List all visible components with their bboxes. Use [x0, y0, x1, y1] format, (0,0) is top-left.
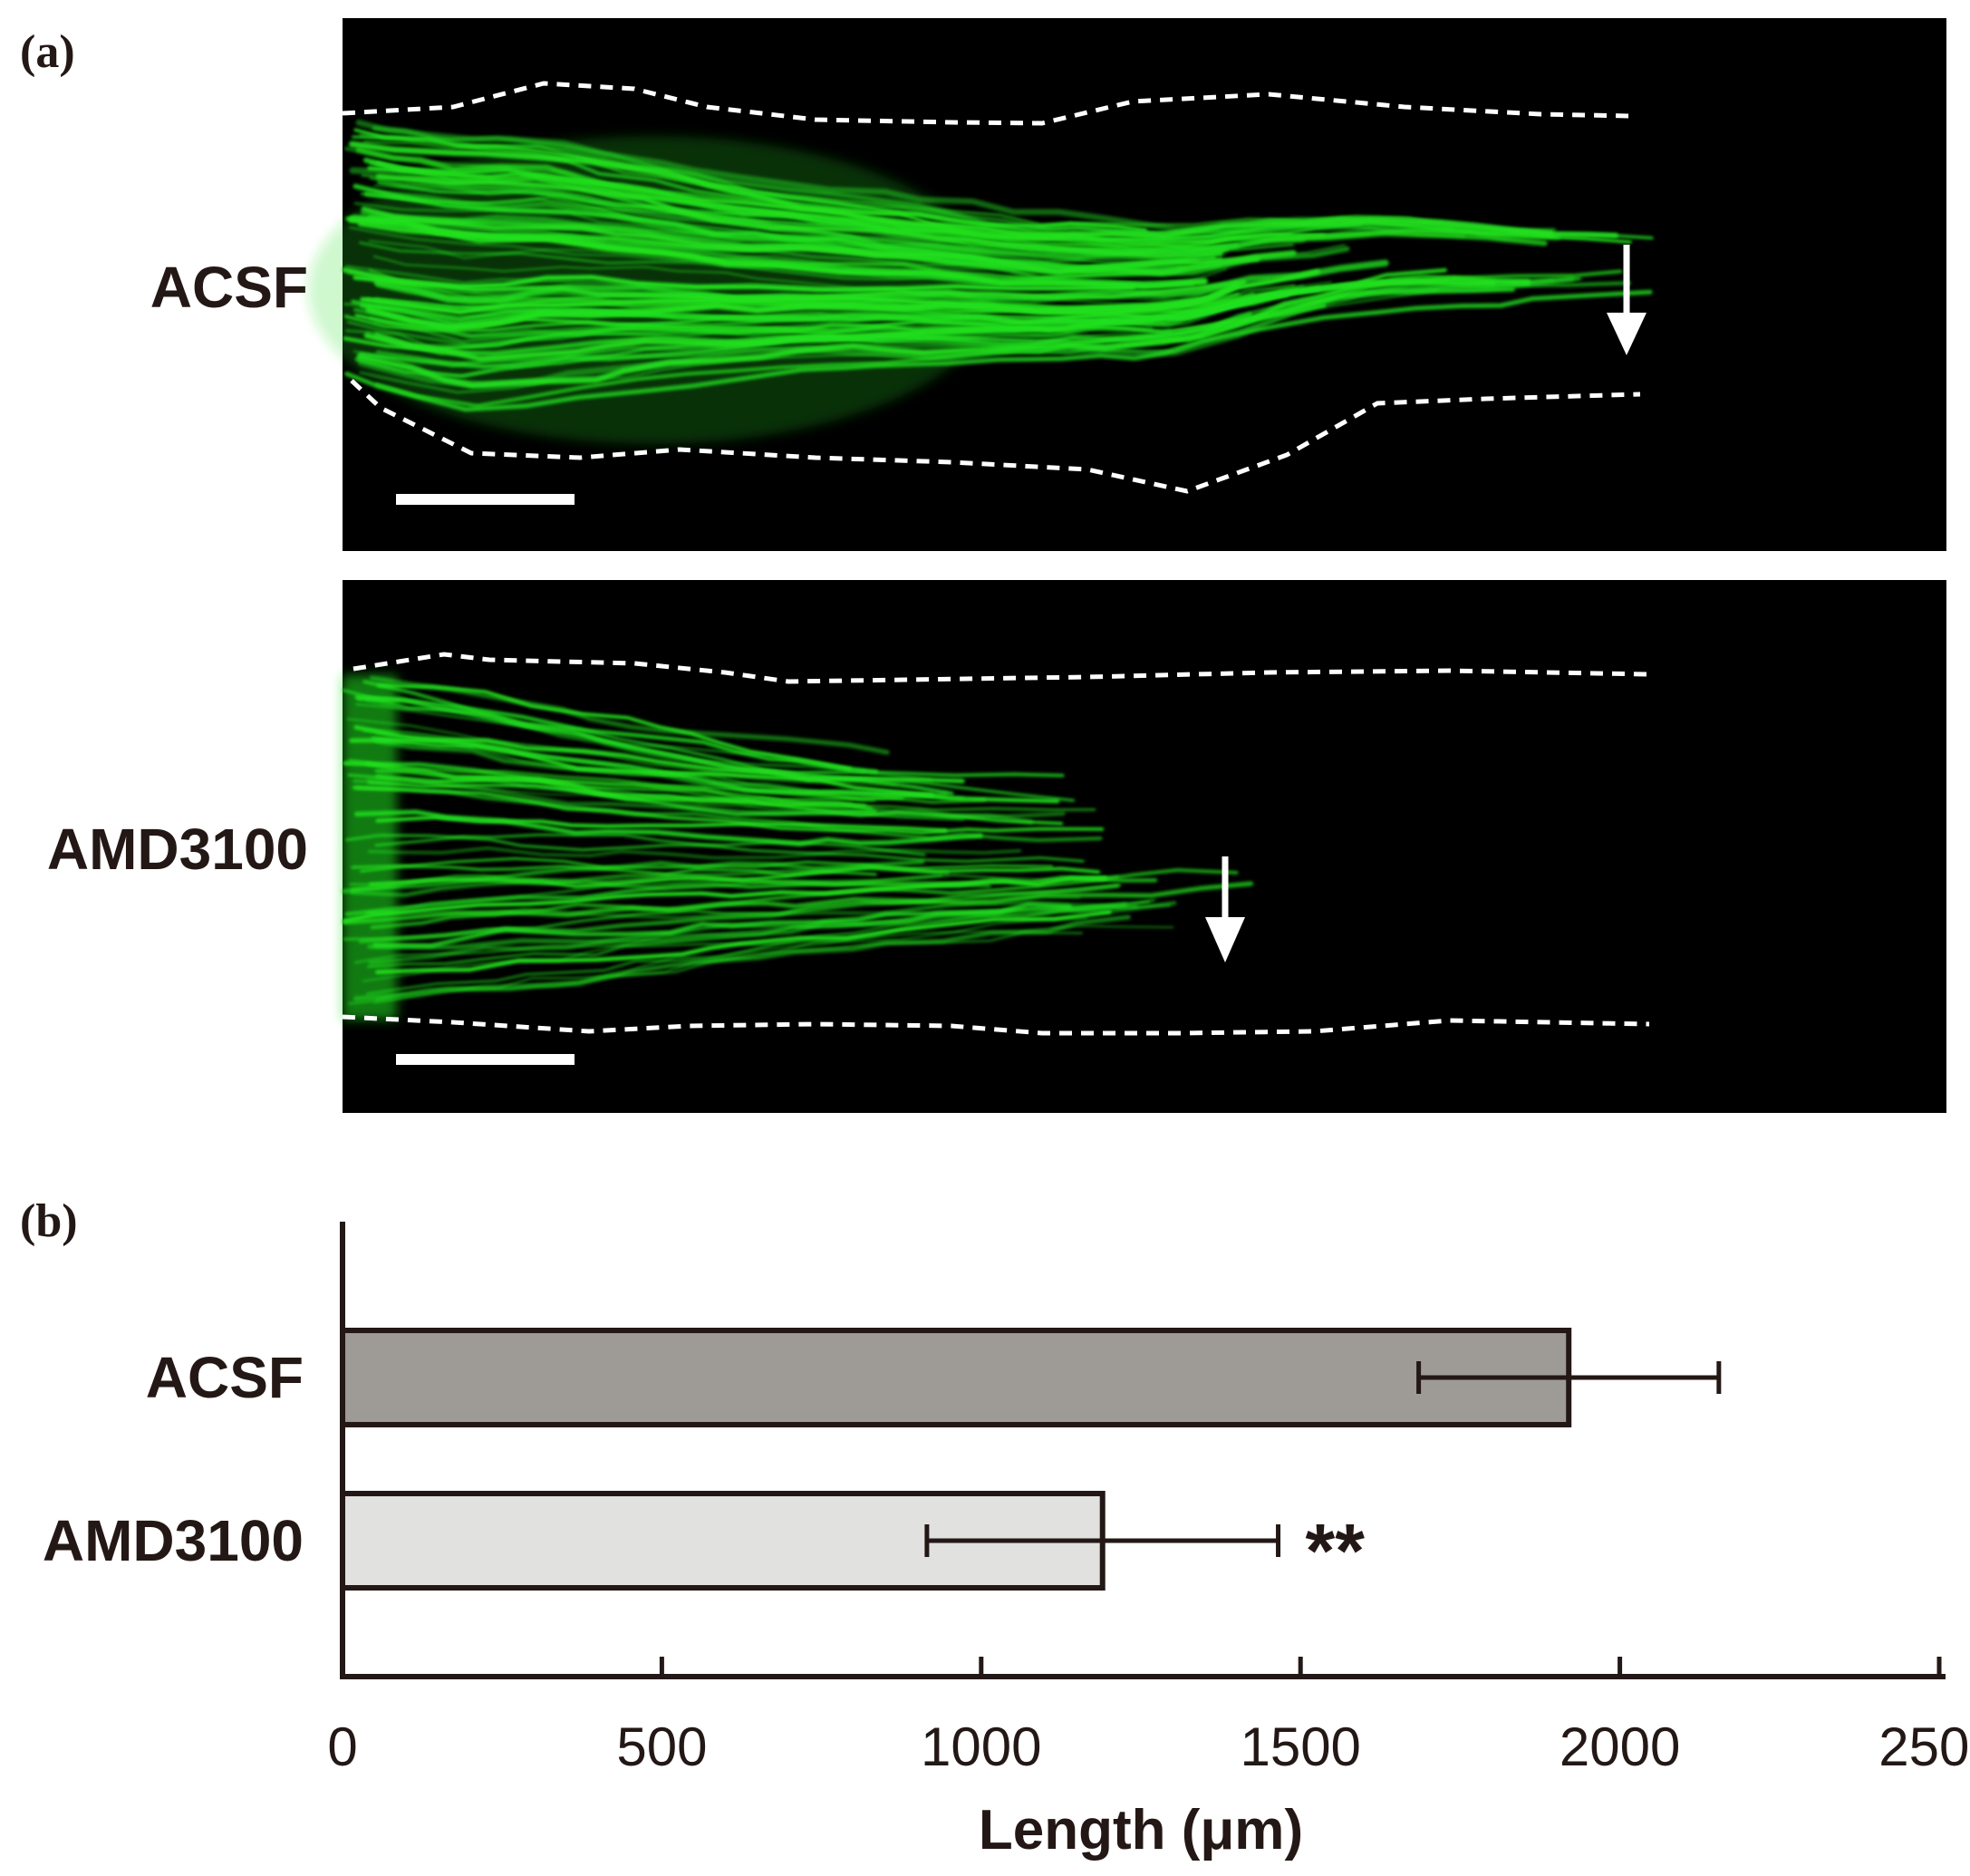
micrograph-amd3100 — [341, 580, 1946, 1113]
fiber — [342, 881, 1254, 925]
fiber — [348, 226, 1188, 276]
fiber — [360, 269, 1320, 316]
fiber — [372, 256, 1332, 306]
error-bar-acsf — [1416, 1361, 1722, 1394]
fiber — [352, 183, 1217, 273]
micrograph-amd3100-background — [343, 580, 1946, 1113]
fiber — [349, 874, 943, 891]
fiber — [374, 834, 1085, 863]
nerve-outline-bottom-amd3100 — [342, 1014, 1650, 1036]
fiber — [354, 904, 1172, 964]
error-bar-amd3100 — [924, 1524, 1281, 1557]
fiber — [368, 316, 1172, 343]
significance-marks: ** — [1306, 1508, 1366, 1593]
fiber — [346, 718, 897, 786]
arrow-icon — [1205, 856, 1245, 962]
fiber — [343, 875, 1108, 923]
fiber — [375, 910, 1112, 974]
fibers-amd3100 — [341, 675, 1254, 1020]
fiber — [345, 834, 926, 856]
fiber — [364, 193, 1191, 265]
category-label-acsf: ACSF — [146, 1345, 304, 1410]
image-label-amd3100: AMD3100 — [46, 817, 308, 882]
category-label-amd3100: AMD3100 — [43, 1508, 304, 1573]
fiber — [374, 916, 1088, 1001]
fiber — [348, 931, 1083, 1005]
panel-a-label: (a) — [20, 26, 75, 78]
fiber — [374, 269, 1623, 408]
x-tick-label: 1000 — [921, 1716, 1041, 1777]
fiber — [372, 902, 1073, 949]
fiber — [372, 924, 1174, 1004]
fiber — [371, 736, 934, 798]
x-tick-label: 1500 — [1240, 1716, 1360, 1777]
fiber — [344, 875, 1158, 916]
nerve-outline-bottom-acsf — [350, 379, 1641, 494]
nerve-outline-top-acsf — [342, 81, 1632, 126]
fiber — [375, 173, 1224, 260]
fiber — [359, 132, 1557, 237]
fiber — [352, 275, 1135, 293]
error-bars — [924, 1361, 1722, 1557]
significance-label: ** — [1306, 1508, 1366, 1593]
fluorescence-glow — [343, 675, 397, 1020]
bars — [340, 1328, 1572, 1591]
fiber — [361, 173, 1293, 248]
fiber — [366, 899, 1155, 968]
fiber — [352, 778, 1066, 819]
panel-b-label: (b) — [20, 1195, 78, 1247]
fiber — [354, 809, 983, 846]
fiber — [346, 320, 1154, 347]
fiber — [365, 761, 867, 807]
fiber — [345, 216, 1223, 281]
bar-acsf — [340, 1328, 1572, 1427]
scale-bar-acsf — [396, 494, 575, 505]
fiber — [356, 696, 954, 797]
image-label-acsf: ACSF — [150, 255, 308, 320]
x-tick-label: 0 — [327, 1716, 357, 1777]
x-tick-label: 2500 — [1878, 1716, 1970, 1777]
fiber — [372, 125, 1455, 241]
fiber — [351, 290, 1284, 332]
fiber — [352, 279, 1555, 378]
fiber — [359, 857, 1054, 873]
fiber — [358, 884, 1120, 944]
fiber — [344, 289, 1653, 412]
fibers-acsf — [308, 120, 1654, 444]
fiber — [370, 868, 1239, 930]
fiber — [355, 147, 1548, 247]
y-category-labels: ACSF AMD3100 — [43, 1345, 304, 1573]
x-tick-label: 2000 — [1560, 1716, 1680, 1777]
fiber — [359, 289, 1440, 394]
micrograph-acsf — [308, 18, 1946, 551]
x-axis-title: Length (μm) — [979, 1799, 1303, 1861]
x-ticks: 0 500 1000 1500 2000 2500 — [327, 1657, 1970, 1777]
arrow-icon — [1607, 245, 1646, 355]
x-tick-label: 500 — [616, 1716, 707, 1777]
scale-bar-amd3100 — [396, 1054, 575, 1065]
bar-chart: ** 0 500 1000 1500 2000 2500 ACSF AMD3100 Leng… — [43, 1222, 1970, 1861]
fiber — [352, 786, 1105, 835]
fiber — [367, 846, 1022, 860]
fiber — [376, 683, 852, 771]
